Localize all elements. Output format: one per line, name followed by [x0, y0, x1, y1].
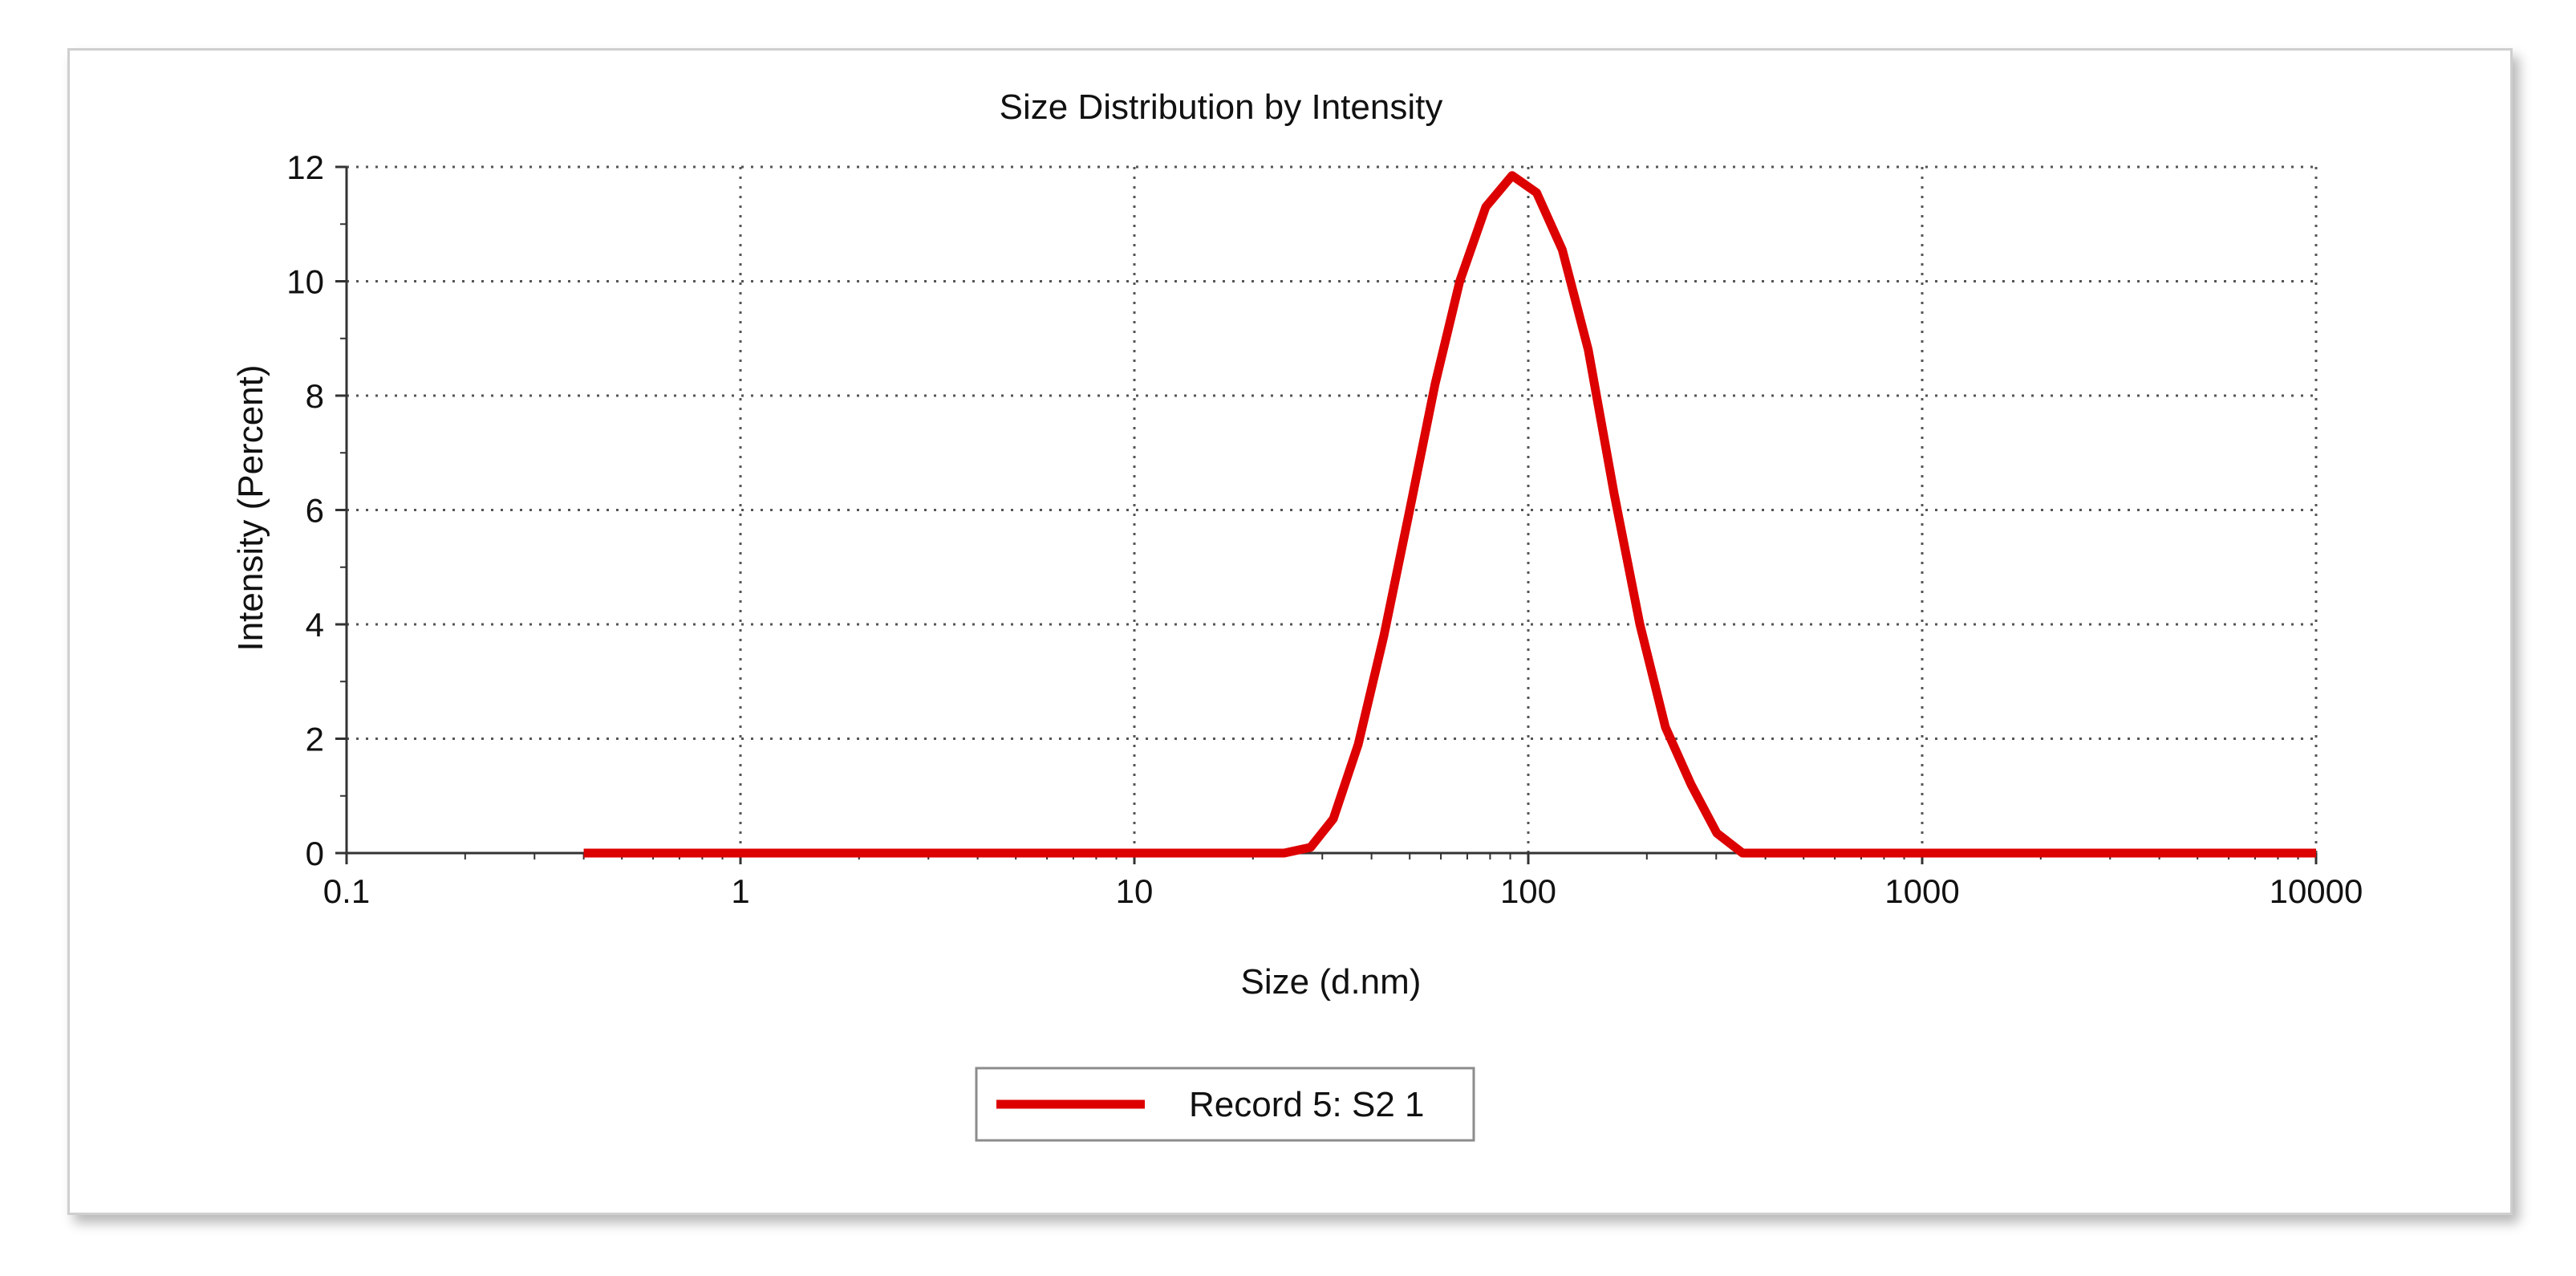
chart-title: Size Distribution by Intensity: [1000, 87, 1443, 127]
chart-svg: Size Distribution by Intensity 0 2 4 6 8 10 12…: [231, 87, 2363, 1142]
y-tick-label: 0: [306, 835, 324, 872]
legend: Record 5: S2 1: [975, 1067, 1475, 1142]
x-axis-label: Size (d.nm): [1241, 962, 1422, 1002]
x-tick-label: 10000: [2270, 872, 2363, 910]
y-tick-label: 8: [306, 377, 324, 415]
x-tick-label: 1: [731, 872, 749, 910]
series-line: [583, 171, 2316, 858]
x-tick-label: 1000: [1884, 872, 1959, 910]
y-tick-label: 4: [306, 606, 324, 644]
y-tick-label: 10: [286, 263, 324, 301]
y-axis-label: Intensity (Percent): [231, 364, 270, 651]
y-tick-label: 12: [286, 148, 324, 186]
series-layer: [583, 171, 2316, 858]
y-tick-label: 6: [306, 492, 324, 530]
x-tick-label: 10: [1116, 872, 1154, 910]
x-tick-label: 0.1: [323, 872, 370, 910]
y-tick-label: 2: [306, 721, 324, 758]
tick-labels: 0 2 4 6 8 10 12 0.1 1 10 100 1000 10000: [286, 148, 2363, 910]
x-tick-label: 100: [1500, 872, 1556, 910]
axes: [335, 165, 2318, 864]
legend-series-label: Record 5: S2 1: [1189, 1085, 1425, 1124]
grid-lines: [347, 165, 2318, 853]
chart-frame: Size Distribution by Intensity 0 2 4 6 8 10 12…: [67, 48, 2513, 1215]
